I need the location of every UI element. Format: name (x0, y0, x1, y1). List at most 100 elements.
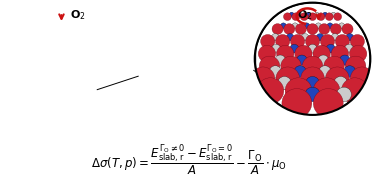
Circle shape (335, 34, 350, 48)
Circle shape (25, 44, 34, 53)
Circle shape (88, 34, 102, 48)
Circle shape (57, 23, 63, 29)
Circle shape (99, 34, 107, 41)
Circle shape (346, 34, 354, 41)
Circle shape (324, 56, 344, 76)
Circle shape (77, 56, 97, 76)
Circle shape (43, 44, 52, 53)
Circle shape (331, 45, 349, 62)
Circle shape (34, 56, 54, 76)
Circle shape (12, 56, 33, 76)
Circle shape (83, 24, 94, 34)
Circle shape (103, 34, 118, 48)
Circle shape (51, 12, 55, 17)
Circle shape (29, 45, 47, 62)
Polygon shape (130, 8, 194, 76)
Circle shape (8, 3, 123, 115)
Circle shape (70, 13, 78, 21)
Circle shape (80, 23, 86, 29)
Circle shape (319, 24, 330, 34)
Text: O$_2$: O$_2$ (70, 8, 85, 22)
Circle shape (313, 89, 343, 118)
Circle shape (292, 13, 300, 21)
Circle shape (103, 67, 127, 90)
Circle shape (59, 76, 72, 90)
Circle shape (38, 78, 65, 104)
Circle shape (319, 66, 331, 77)
Circle shape (91, 23, 98, 29)
Circle shape (350, 34, 364, 48)
Circle shape (315, 23, 321, 29)
Circle shape (76, 12, 80, 17)
Circle shape (290, 44, 299, 53)
Circle shape (25, 24, 36, 34)
Circle shape (326, 44, 335, 53)
Circle shape (95, 24, 106, 34)
Circle shape (284, 13, 291, 21)
Polygon shape (130, 64, 194, 136)
Circle shape (270, 66, 281, 77)
Circle shape (28, 34, 43, 48)
Circle shape (290, 34, 305, 48)
Circle shape (314, 12, 319, 17)
Circle shape (36, 13, 44, 21)
Circle shape (84, 12, 88, 17)
Circle shape (48, 24, 59, 34)
Polygon shape (194, 8, 256, 76)
Text: (111): (111) (146, 42, 175, 52)
Circle shape (317, 13, 325, 21)
Circle shape (342, 24, 353, 34)
Circle shape (257, 78, 284, 104)
Circle shape (305, 87, 320, 102)
Circle shape (45, 23, 51, 29)
Circle shape (93, 55, 103, 65)
Polygon shape (138, 18, 254, 128)
Circle shape (14, 34, 28, 48)
Circle shape (66, 89, 96, 118)
Circle shape (33, 23, 39, 29)
Circle shape (55, 56, 76, 76)
Circle shape (295, 24, 307, 34)
Circle shape (272, 44, 280, 53)
Text: $\Delta\sigma(T,p) = \dfrac{E_{\mathrm{slab,r}}^{\Gamma_{\mathrm{O}}\neq 0} - E_: $\Delta\sigma(T,p) = \dfrac{E_{\mathrm{s… (91, 143, 287, 178)
Circle shape (276, 67, 299, 90)
Circle shape (316, 34, 324, 41)
Circle shape (323, 12, 327, 17)
Circle shape (280, 23, 287, 29)
Circle shape (295, 45, 312, 62)
Circle shape (271, 34, 279, 41)
Circle shape (308, 13, 316, 21)
Circle shape (339, 23, 345, 29)
Circle shape (308, 44, 317, 53)
Circle shape (339, 55, 350, 65)
Circle shape (66, 78, 93, 104)
Circle shape (79, 44, 88, 53)
Circle shape (73, 34, 88, 48)
Circle shape (72, 66, 84, 77)
Circle shape (334, 76, 347, 90)
Circle shape (35, 89, 65, 118)
Circle shape (330, 24, 341, 34)
Circle shape (37, 24, 48, 34)
Circle shape (301, 67, 324, 90)
Circle shape (297, 55, 307, 65)
Circle shape (232, 26, 244, 37)
Polygon shape (194, 64, 256, 136)
Circle shape (344, 44, 353, 53)
Circle shape (259, 56, 280, 76)
Circle shape (327, 23, 333, 29)
Circle shape (334, 13, 342, 21)
Circle shape (325, 67, 349, 90)
Circle shape (284, 24, 295, 34)
Circle shape (87, 76, 100, 90)
Circle shape (61, 44, 70, 53)
Circle shape (285, 78, 312, 104)
Circle shape (71, 55, 81, 65)
Circle shape (321, 34, 335, 48)
Circle shape (79, 67, 102, 90)
Circle shape (278, 76, 291, 90)
Polygon shape (142, 8, 256, 64)
Circle shape (302, 56, 323, 76)
Circle shape (58, 87, 73, 102)
Circle shape (24, 34, 32, 41)
